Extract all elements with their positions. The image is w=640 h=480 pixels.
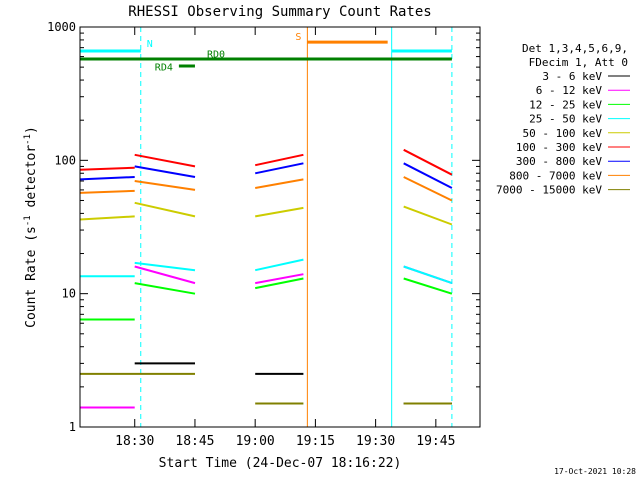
y-axis-label-pre: Count Rate (s (24, 226, 39, 328)
state-bar-label-3: RD4 (155, 63, 173, 74)
y-axis-label-sup1: -1 (23, 215, 33, 226)
x-tick-label-2: 19:00 (236, 434, 275, 449)
legend-header-line-1: Det 1,3,4,5,6,9, (522, 42, 628, 55)
series-5-segment-2 (254, 153, 304, 167)
y-tick-label-2: 100 (54, 153, 76, 167)
state-bar-label-1: S (295, 32, 301, 43)
x-tick-label-0: 18:30 (115, 434, 154, 449)
x-tick-label-5: 19:45 (416, 434, 455, 449)
series-1-segment-2 (255, 273, 304, 285)
y-axis-ticks: 1 10 100 1000 (47, 20, 480, 434)
legend-label-2: 12 - 25 keV (529, 98, 602, 111)
y-axis-label-mid: detector (24, 145, 39, 216)
series-7-segment-0 (79, 189, 135, 194)
series-5-segment-1 (134, 153, 196, 168)
generation-timestamp: 17-Oct-2021 10:28 (554, 467, 636, 476)
series-5-segment-3 (403, 148, 453, 176)
state-bar-label-2: RD0 (207, 50, 225, 61)
state-bar-label-0: N (147, 39, 153, 50)
legend-label-1: 6 - 12 keV (536, 84, 603, 97)
series-4-segment-1 (134, 201, 196, 218)
legend-label-7: 800 - 7000 keV (509, 169, 602, 182)
x-tick-label-1: 18:45 (175, 434, 214, 449)
legend-label-3: 25 - 50 keV (529, 113, 602, 126)
series-6-segment-2 (254, 162, 304, 175)
x-axis-label: Start Time (24-Dec-07 18:16:22) (159, 456, 402, 471)
legend-label-4: 50 - 100 keV (523, 127, 603, 140)
series-4-segment-3 (403, 205, 453, 226)
series-3-segment-2 (254, 258, 304, 272)
series-2-segment-1 (134, 282, 196, 295)
series-1-segment-1 (134, 265, 196, 285)
state-vlines (79, 27, 453, 427)
series-2-segment-3 (403, 277, 453, 295)
series-7-segment-1 (134, 180, 196, 191)
x-tick-label-4: 19:30 (356, 434, 395, 449)
y-axis-label-post: ) (24, 126, 39, 134)
legend-label-8: 7000 - 15000 keV (496, 184, 602, 197)
series-2-segment-2 (255, 277, 304, 290)
x-tick-label-3: 19:15 (296, 434, 335, 449)
series-4-segment-2 (255, 206, 304, 218)
series-6-segment-1 (134, 165, 196, 178)
series-6-segment-0 (79, 176, 135, 181)
legend: Det 1,3,4,5,6,9, FDecim 1, Att 0 3 - 6 k… (496, 42, 630, 197)
legend-header-line-2: FDecim 1, Att 0 (529, 56, 628, 69)
series-7-segment-3 (403, 176, 453, 202)
series-5-segment-0 (79, 166, 135, 171)
series-lines (79, 148, 453, 409)
legend-label-0: 3 - 6 keV (542, 70, 602, 83)
series-6-segment-3 (403, 162, 453, 189)
chart-title: RHESSI Observing Summary Count Rates (128, 4, 431, 20)
series-7-segment-2 (255, 178, 304, 189)
y-axis-label-sup2: -1 (23, 134, 33, 145)
legend-label-5: 100 - 300 keV (516, 141, 602, 154)
y-tick-label-1: 10 (62, 287, 76, 301)
y-tick-label-0: 1 (69, 420, 76, 434)
series-3-segment-1 (134, 261, 196, 272)
plot-frame (79, 26, 481, 428)
series-3-segment-3 (403, 265, 453, 285)
x-axis-ticks: 18:30 18:45 19:00 19:15 19:30 19:45 (115, 27, 455, 449)
y-axis-label: Count Rate (s-1 detector-1) (23, 126, 39, 328)
series-4-segment-0 (79, 215, 135, 221)
y-tick-label-3: 1000 (47, 20, 76, 34)
legend-label-6: 300 - 800 keV (516, 155, 602, 168)
state-bars: N S RD0 RD4 (80, 32, 452, 74)
